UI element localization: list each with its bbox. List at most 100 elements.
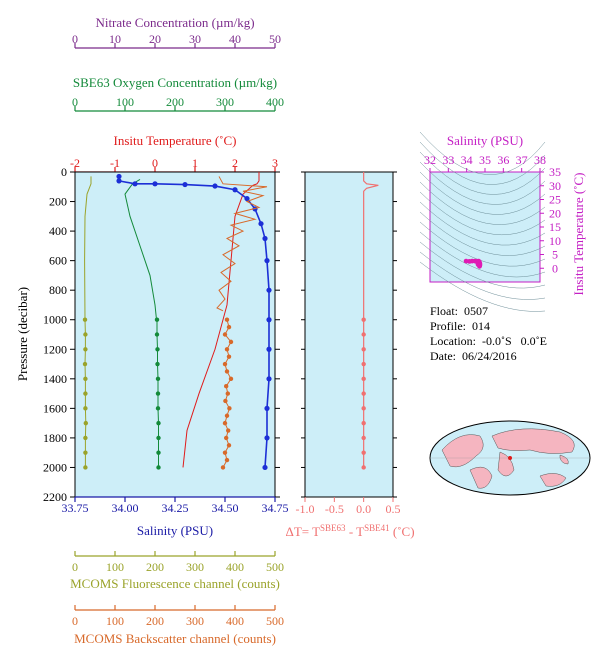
- ts-salinity-tick-label: 38: [534, 153, 546, 167]
- backscatter-series-point: [224, 384, 229, 389]
- delta-t-point: [361, 406, 366, 411]
- ts-isopycnal-line: [419, 171, 546, 215]
- backscatter-series-point: [228, 339, 234, 345]
- ts-salinity-tick-label: 37: [516, 153, 528, 167]
- salinity-series-point: [152, 181, 158, 187]
- salinity-series-point: [262, 235, 268, 242]
- pressure-tick-label: 600: [49, 254, 67, 268]
- salinity-series-point: [244, 195, 250, 202]
- oxygen-axis-tick-label: 0: [72, 95, 78, 109]
- pressure-tick-label: 1600: [43, 401, 67, 415]
- delta-t-point: [361, 332, 366, 337]
- nitrate-axis-tick-label: 30: [189, 32, 201, 46]
- backscatter-series-point: [226, 354, 232, 359]
- pressure-tick-label: 1800: [43, 431, 67, 445]
- fluorescence-axis-tick-label: 500: [266, 560, 284, 574]
- delta-t-point: [361, 361, 366, 367]
- pressure-tick-label: 2000: [43, 460, 67, 474]
- pressure-tick-label: 2200: [43, 490, 67, 504]
- pressure-tick-label: 1000: [43, 313, 67, 327]
- backscatter-series-point: [220, 465, 226, 470]
- temperature-axis-tick-label: 2: [232, 156, 238, 170]
- oxygen-series-point: [155, 406, 161, 411]
- delta-t-point: [361, 435, 366, 441]
- oxygen-series-line: [124, 178, 157, 320]
- profile-number: Profile: 014: [430, 319, 490, 333]
- oxygen-series-point: [154, 317, 160, 322]
- nitrate-axis-tick-label: 50: [269, 32, 281, 46]
- fluorescence-series-point: [83, 435, 88, 441]
- salinity-axis-tick-label: 34.25: [162, 501, 189, 515]
- backscatter-axis-tick-label: 400: [226, 614, 244, 628]
- temperature-series-line: [182, 172, 260, 468]
- fluorescence-series-point: [83, 332, 88, 337]
- ts-salinity-tick-label: 33: [442, 153, 454, 167]
- ts-temperature-tick-label: 10: [549, 234, 561, 248]
- salinity-axis: 33.75 34.00 34.25 34.50 34.75: [62, 496, 289, 515]
- ts-isopycnal-line: [419, 251, 546, 300]
- ts-point: [463, 258, 469, 264]
- ts-salinity-tick-label: 32: [424, 153, 436, 167]
- map-landmass: [441, 434, 484, 468]
- fluorescence-series-point: [83, 406, 88, 411]
- salinity-series-point: [116, 173, 122, 180]
- ts-profile-points: [463, 258, 483, 269]
- backscatter-series-point: [224, 457, 230, 463]
- ts-temperature-tick-label: 35: [549, 165, 561, 179]
- salinity-axis-tick-label: 33.75: [62, 501, 89, 515]
- pressure-tick-label: 400: [49, 224, 67, 238]
- delta-t-tick-label: -0.5: [325, 502, 344, 516]
- delta-t-axis-label: ΔT= TSBE63 - TSBE41 (˚C): [285, 523, 414, 539]
- salinity-series-point: [262, 464, 268, 471]
- fluorescence-series-point: [83, 391, 88, 396]
- main-plot-series: [82, 172, 272, 471]
- pressure-tick-label: 1200: [43, 342, 67, 356]
- map-landmass: [469, 466, 493, 489]
- temperature-axis-tick-label: -2: [70, 156, 80, 170]
- nitrate-axis-label: Nitrate Concentration (µm/kg): [95, 15, 254, 30]
- ts-isopycnal-line: [419, 141, 546, 185]
- fluorescence-series-point: [83, 347, 88, 352]
- oxygen-axis-tick-label: 100: [116, 95, 134, 109]
- oxygen-axis-tick-label: 200: [166, 95, 184, 109]
- oxygen-series-point: [156, 420, 161, 426]
- map-float-marker: [508, 456, 512, 460]
- fluorescence-series-point: [83, 420, 89, 426]
- fluorescence-axis-tick-label: 200: [146, 560, 164, 574]
- float-info-panel: Float: 0507 Profile: 014 Location: -0.0˚…: [430, 304, 547, 364]
- oxygen-series-point: [156, 435, 161, 441]
- fluorescence-series-line: [84, 176, 92, 320]
- map-landmass: [559, 454, 569, 465]
- salinity-axis-tick-label: 34.75: [262, 501, 289, 515]
- backscatter-axis: 0 100 200 300 400 500: [72, 605, 284, 628]
- fluorescence-axis-tick-label: 0: [72, 560, 78, 574]
- ts-temperature-tick-label: 30: [549, 179, 561, 193]
- salinity-series-point: [264, 405, 270, 411]
- nitrate-axis: 0 10 20 30 40 50: [72, 32, 281, 49]
- temperature-axis-label: Insitu Temperature (˚C): [113, 133, 236, 148]
- salinity-axis-tick-label: 34.00: [112, 501, 139, 515]
- oxygen-series-point: [156, 465, 161, 470]
- oxygen-axis-label: SBE63 Oxygen Concentration (µm/kg): [73, 75, 277, 90]
- backscatter-axis-tick-label: 200: [146, 614, 164, 628]
- salinity-axis-tick-label: 34.50: [212, 501, 239, 515]
- oxygen-series-point: [155, 376, 161, 382]
- salinity-series-point: [116, 178, 122, 184]
- fluorescence-axis: 0 100 200 300 400 500: [72, 551, 284, 574]
- ts-temperature-label: Insitu Temperature (˚C): [571, 172, 586, 295]
- map-landmass: [491, 428, 575, 454]
- oxygen-series-point: [155, 361, 160, 367]
- delta-t-series: [361, 172, 379, 470]
- fluorescence-axis-tick-label: 300: [186, 560, 204, 574]
- ts-isopycnal-line: [419, 221, 546, 267]
- pressure-tick-label: 800: [49, 283, 67, 297]
- temperature-axis-tick-label: 3: [272, 156, 278, 170]
- ts-isopycnals: [419, 131, 546, 312]
- delta-t-plot-area: [304, 171, 394, 498]
- backscatter-series-point: [224, 369, 230, 374]
- backscatter-series-point: [226, 428, 231, 433]
- oxygen-axis: 0 100 200 300 400: [72, 95, 284, 112]
- backscatter-axis-tick-label: 0: [72, 614, 78, 628]
- backscatter-series-point: [222, 332, 228, 337]
